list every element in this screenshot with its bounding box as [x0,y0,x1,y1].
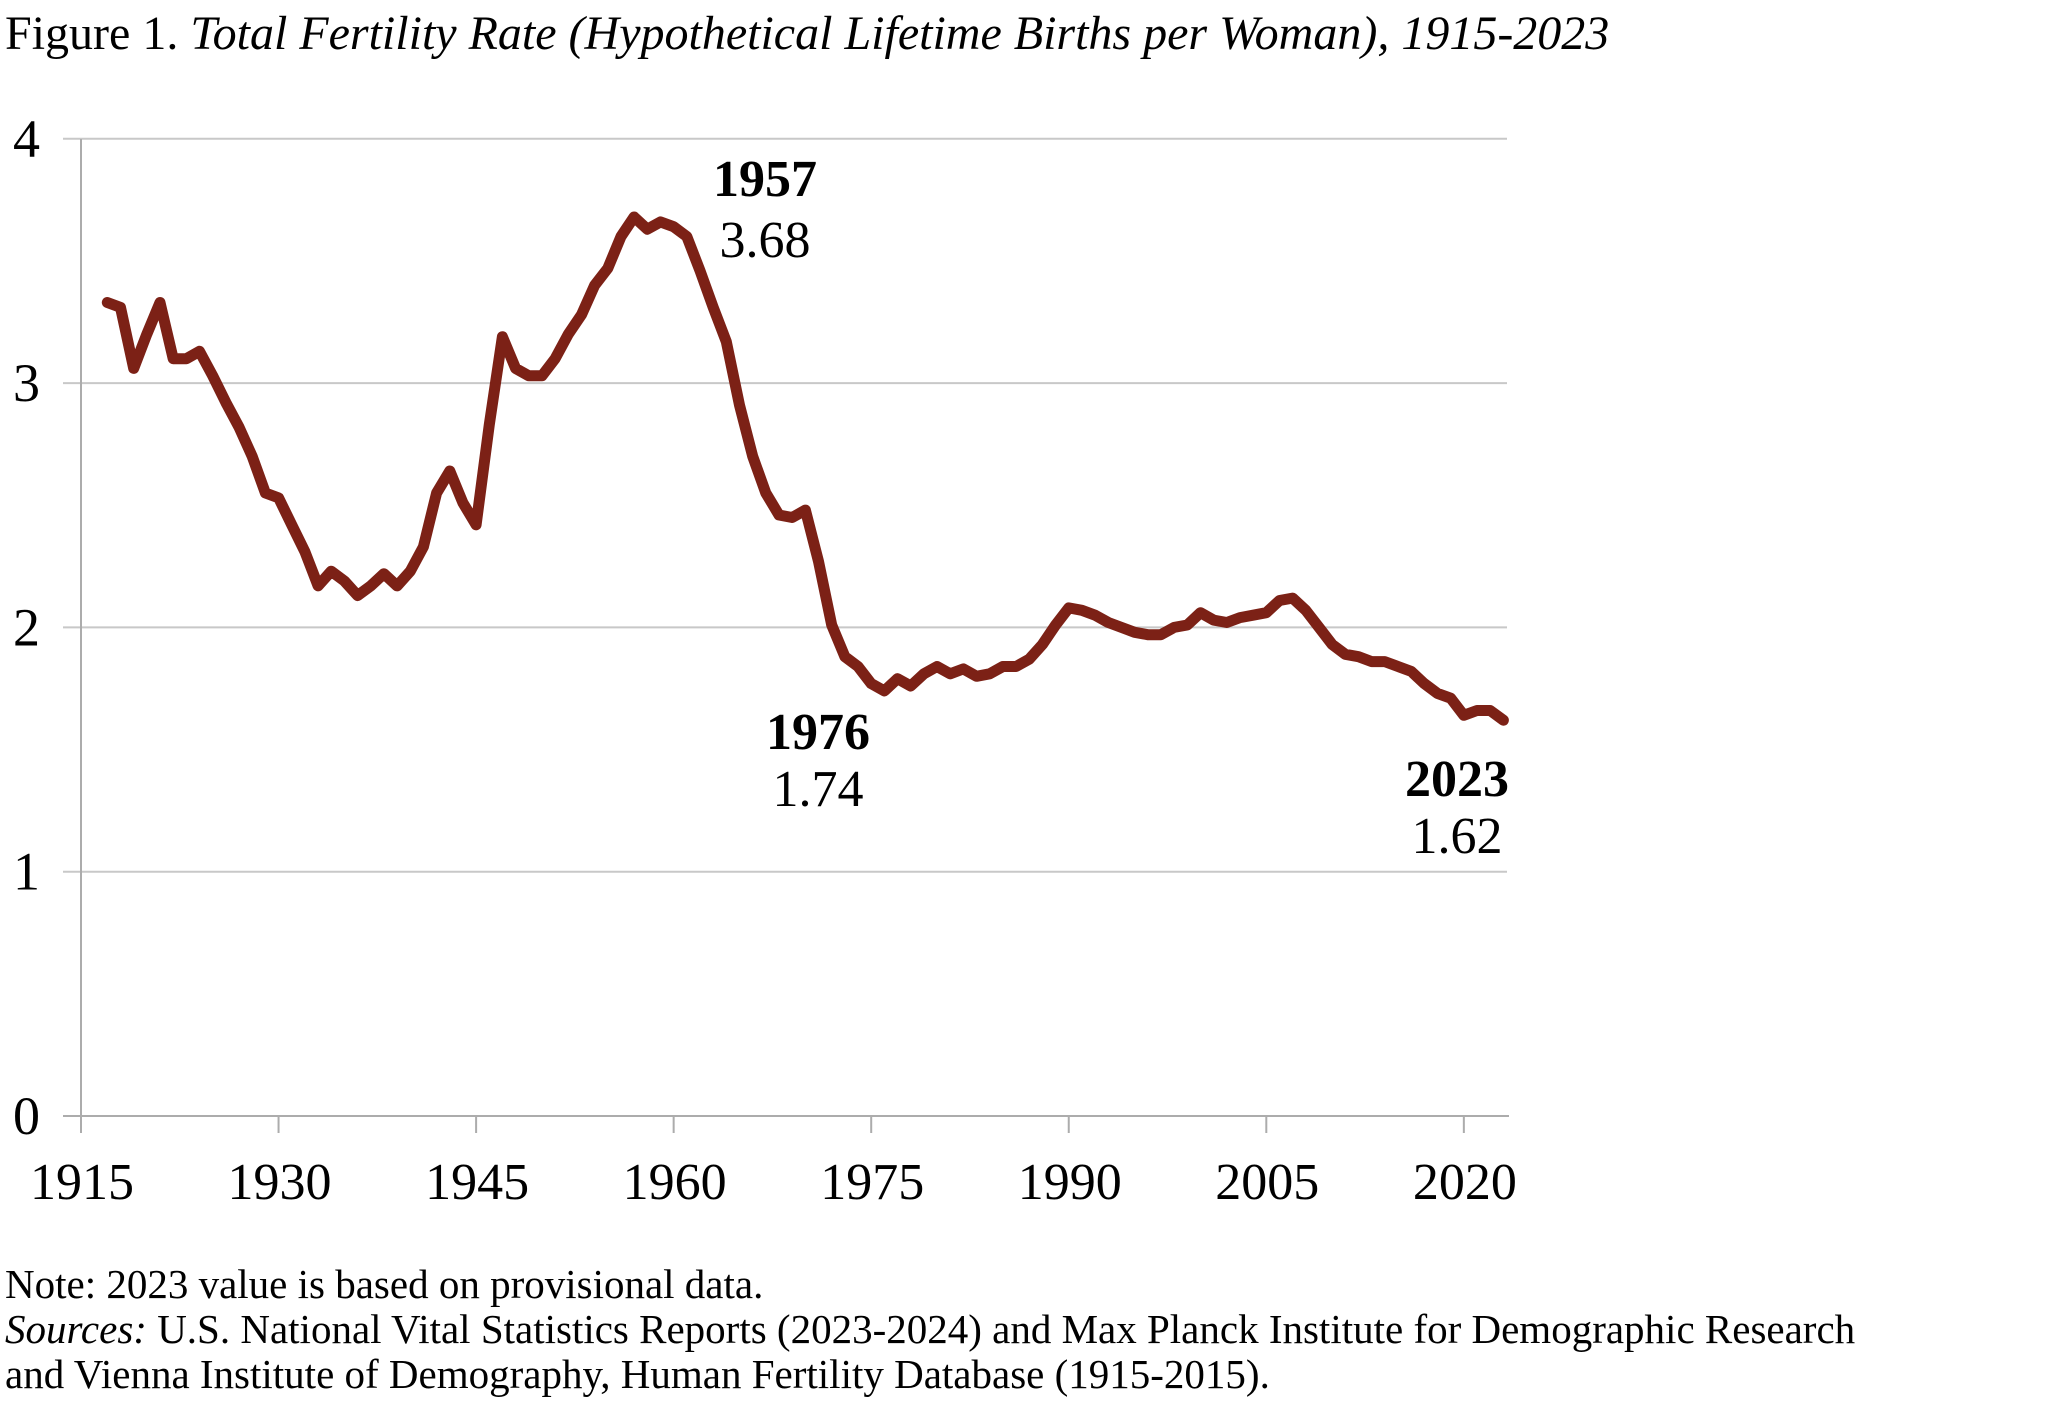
annotation-value-2023: 1.62 [1412,808,1503,865]
y-tick-label: 2 [13,597,40,657]
note-line: Note: 2023 value is based on provisional… [5,1261,764,1307]
x-tick-label: 1975 [820,1154,924,1211]
sources-label: Sources: [5,1306,147,1352]
x-tick-label: 1915 [30,1154,134,1211]
x-tick-label: 1960 [623,1154,727,1211]
figure-label: Figure 1. [5,7,179,60]
annotation-value-1957: 3.68 [720,212,811,269]
y-tick-label: 4 [13,109,40,169]
fertility-line [101,211,1509,726]
chart-notes: Note: 2023 value is based on provisional… [5,1262,1855,1397]
y-tick-label: 0 [13,1086,40,1146]
x-tick-label: 1930 [228,1154,332,1211]
x-tick-label: 2005 [1215,1154,1319,1211]
sources-line-2: and Vienna Institute of Demography, Huma… [5,1351,1270,1397]
sources-text-1: U.S. National Vital Statistics Reports (… [146,1306,1856,1352]
sources-line-1: Sources: U.S. National Vital Statistics … [5,1307,1855,1352]
figure-title: Figure 1. Total Fertility Rate (Hypotheti… [5,6,1609,61]
annotation-year-1957: 1957 [713,151,817,208]
y-tick-label: 3 [13,353,40,413]
y-tick-label: 1 [13,842,40,902]
x-tick-label: 1990 [1018,1154,1122,1211]
annotation-value-1976: 1.74 [773,761,864,818]
annotation-year-1976: 1976 [766,704,870,761]
figure-title-text: Total Fertility Rate (Hypothetical Lifet… [190,7,1610,60]
annotation-year-2023: 2023 [1405,751,1509,808]
x-tick-label: 1945 [425,1154,529,1211]
x-tick-label: 2020 [1413,1154,1517,1211]
